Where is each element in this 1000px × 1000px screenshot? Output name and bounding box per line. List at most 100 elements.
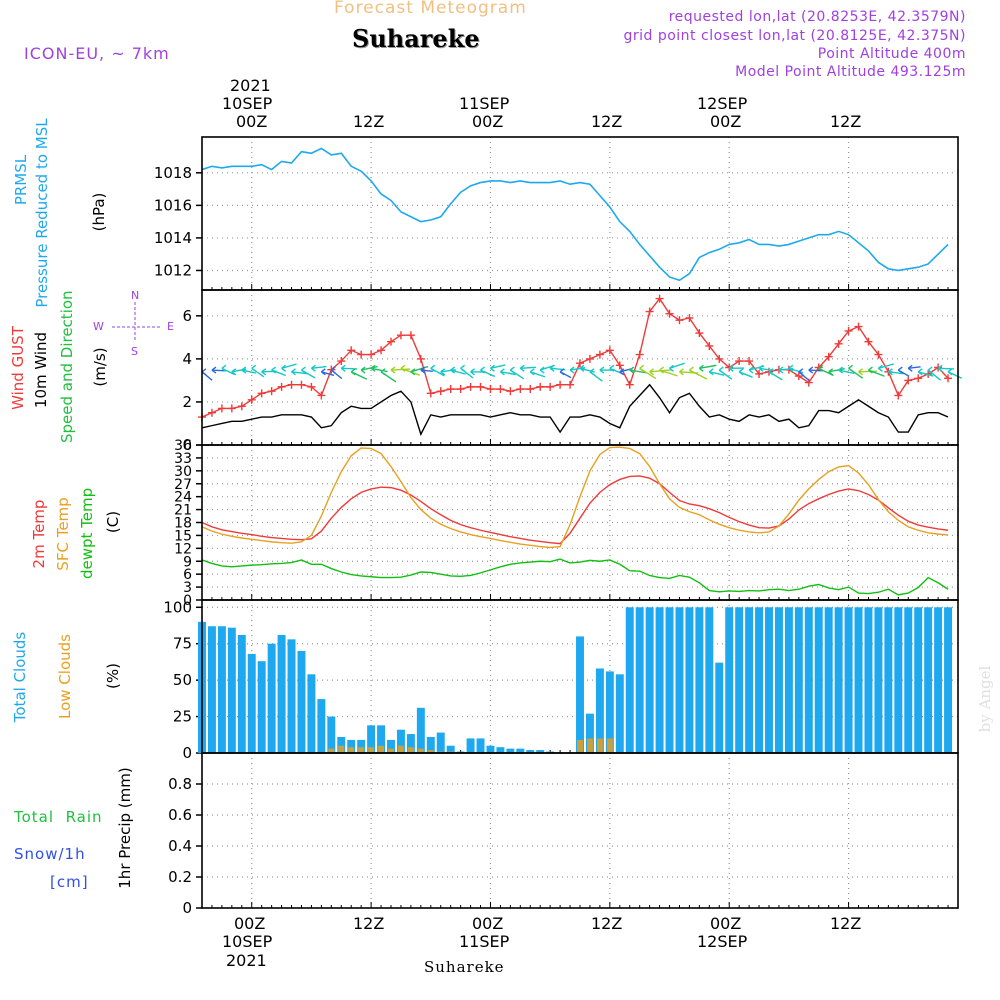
total-clouds-bar [466,738,475,753]
low-clouds-bar [328,748,335,753]
low-clouds-bar [338,745,345,753]
wind-direction-arrow [450,369,466,375]
clouds-unit: (%) [104,663,122,689]
series-line-dewpt [201,558,949,596]
total-clouds-bar [615,674,624,753]
wind-arrow-head [330,366,336,374]
meteogram-title: Forecast Meteogram [334,0,527,18]
gridpoint-coords: grid point closest lon,lat (20.8125E, 42… [623,28,966,44]
wind-arrow-head [350,368,356,376]
wind-arrow-head [848,364,853,372]
wind-arrow-head [589,368,595,376]
wind-arrow-head [221,364,227,372]
bottom-day-label: 12SEP [697,932,748,951]
gust-marker [914,374,923,383]
low-clouds-bar [368,747,375,753]
top-day-label: 11SEP [459,94,510,113]
wind-direction-arrow [669,362,685,370]
gust-marker [536,382,545,391]
y-tick-label: 15 [174,528,192,544]
wind-arrow-head [380,368,386,376]
gust-marker [705,341,714,350]
y-tick-label: 0 [183,593,192,609]
wind-arrow-head [241,366,247,374]
wind-arrow-head [559,368,565,376]
total-clouds-bar [516,748,525,753]
total-clouds-bar [506,748,515,753]
wind-arrow-head [569,366,575,374]
total-clouds-bar [944,607,953,753]
total-clouds-bar [277,634,286,753]
gust-marker [675,316,684,325]
wind-arrow-head [301,366,306,374]
y-tick-label: 18 [174,516,192,532]
snow-unit: [cm] [50,873,89,891]
wind-direction-arrow [311,365,327,370]
total-clouds-bar [496,747,505,753]
wind-arrow-head [808,366,814,374]
wind-arrow-head [858,368,863,376]
total-clouds-bar [406,734,415,753]
gust-marker [576,359,584,368]
gust-marker [894,391,903,400]
low-clouds-bar [606,738,613,753]
wind-direction-arrow [699,364,717,370]
total-clouds-bar [237,634,246,753]
wind-arrow-head [340,364,346,372]
gust-marker [416,354,425,363]
gust-marker [277,382,286,391]
wind-arrow-head [271,366,277,374]
gust-marker [854,322,863,331]
wind-direction-arrow [211,369,226,372]
bottom-hour-label: 12Z [591,914,623,933]
total-clouds-bar [396,729,405,753]
total-clouds-bar [217,626,226,753]
total-clouds-bar [426,736,435,753]
y-tick-label: 21 [174,503,192,519]
wind-arrow-head [529,368,535,376]
wind-direction-arrow [291,371,308,375]
wind-arrow-head [311,364,316,372]
wind-direction-arrow [520,366,536,370]
compass-n: N [131,289,140,302]
low-clouds-bar [417,748,424,753]
bottom-hour-label: 12Z [830,914,862,933]
y-tick-label: 0 [182,436,192,454]
series-line-t2m [201,475,949,545]
wind-arrow-head [937,364,943,372]
wind-arrow-head [420,366,426,374]
gust-marker [406,331,415,340]
requested-coords: requested lon,lat (20.8253E, 42.3579N) [668,9,966,25]
total-clouds-bar [675,607,684,753]
wind-arrow-head [868,366,873,374]
series-line-prmsl [201,147,949,282]
y-tick-label: 33 [174,451,192,467]
total-clouds-bar [774,607,783,753]
total-clouds-bar [416,707,425,753]
wind-arrow-head [539,366,545,374]
panel-frame [201,444,959,601]
total-clouds-bar [844,607,853,753]
wind-arrow-head [838,366,844,374]
wind-arrow-head [878,364,883,372]
wind-direction-arrow [530,371,546,378]
wind-arrow-head [698,364,704,372]
gust-label: Wind GUST [9,326,27,410]
total-clouds-bar [317,699,326,753]
gust-marker [645,307,654,316]
gust-marker [745,357,754,366]
wind-arrow-head [440,368,446,376]
gust-marker [794,372,803,381]
compass-cross [112,302,160,340]
wind-direction-arrow [918,371,934,377]
wind-arrow-head [897,366,903,374]
y-tick-label: 1014 [154,229,192,247]
total-clouds-bar [287,639,296,753]
wind-arrow-head [738,368,744,376]
gust-marker [267,387,276,396]
gust-marker [824,352,833,361]
top-hour-label: 12Z [830,112,862,131]
total-clouds-bar [715,662,724,753]
gust-marker [665,309,674,318]
total-clouds-bar [814,607,823,753]
